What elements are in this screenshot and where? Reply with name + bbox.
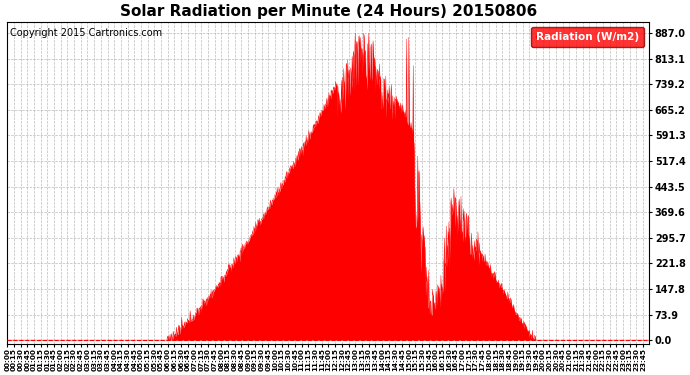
Title: Solar Radiation per Minute (24 Hours) 20150806: Solar Radiation per Minute (24 Hours) 20… (119, 4, 537, 19)
Text: Copyright 2015 Cartronics.com: Copyright 2015 Cartronics.com (10, 28, 163, 38)
Legend: Radiation (W/m2): Radiation (W/m2) (531, 27, 644, 47)
